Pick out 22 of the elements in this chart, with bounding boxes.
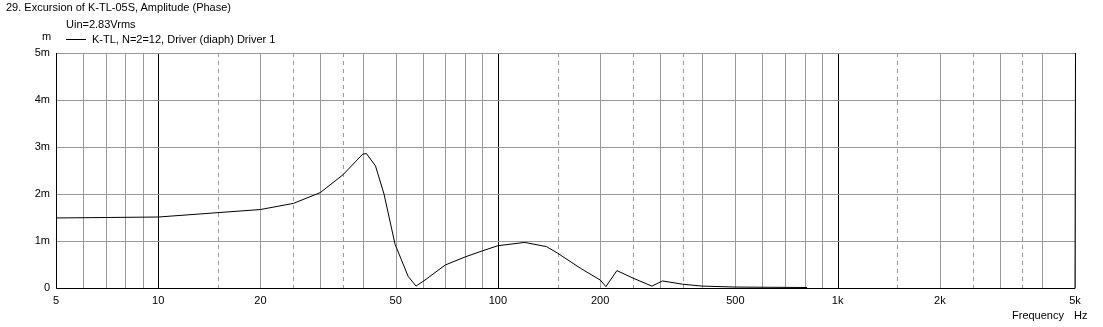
x-tick-label: 500 xyxy=(726,293,745,306)
x-tick-label: 1k xyxy=(831,293,844,306)
legend-label: K-TL, N=2=12, Driver (diaph) Driver 1 xyxy=(92,33,276,45)
text: Hz xyxy=(1074,309,1088,321)
chart-subtitle: Uin=2.83Vrms xyxy=(66,18,136,30)
x-tick-label: 100 xyxy=(488,293,508,306)
x-tick-label: 5 xyxy=(52,293,60,306)
x-tick-label: 20 xyxy=(254,293,267,306)
y-tick-label: 5m xyxy=(34,46,50,59)
x-tick-label: 10 xyxy=(152,293,165,306)
x-tick-label: 5k xyxy=(1069,293,1082,306)
y-tick-label: 0 xyxy=(43,281,50,294)
x-tick-label: 2k xyxy=(934,293,947,306)
x-axis-title: Frequency xyxy=(1012,309,1064,321)
x-tick-label: 200 xyxy=(590,293,610,306)
y-tick-label: 1m xyxy=(34,234,50,247)
y-tick-label: 3m xyxy=(34,140,50,153)
y-tick-label: 4m xyxy=(34,93,50,106)
y-axis-title: m xyxy=(42,30,52,42)
chart-title: 29. Excursion of K-TL-05S, Amplitude (Phase) xyxy=(6,1,231,13)
y-tick-label: 2m xyxy=(34,187,50,200)
x-tick-label: 50 xyxy=(389,293,402,306)
